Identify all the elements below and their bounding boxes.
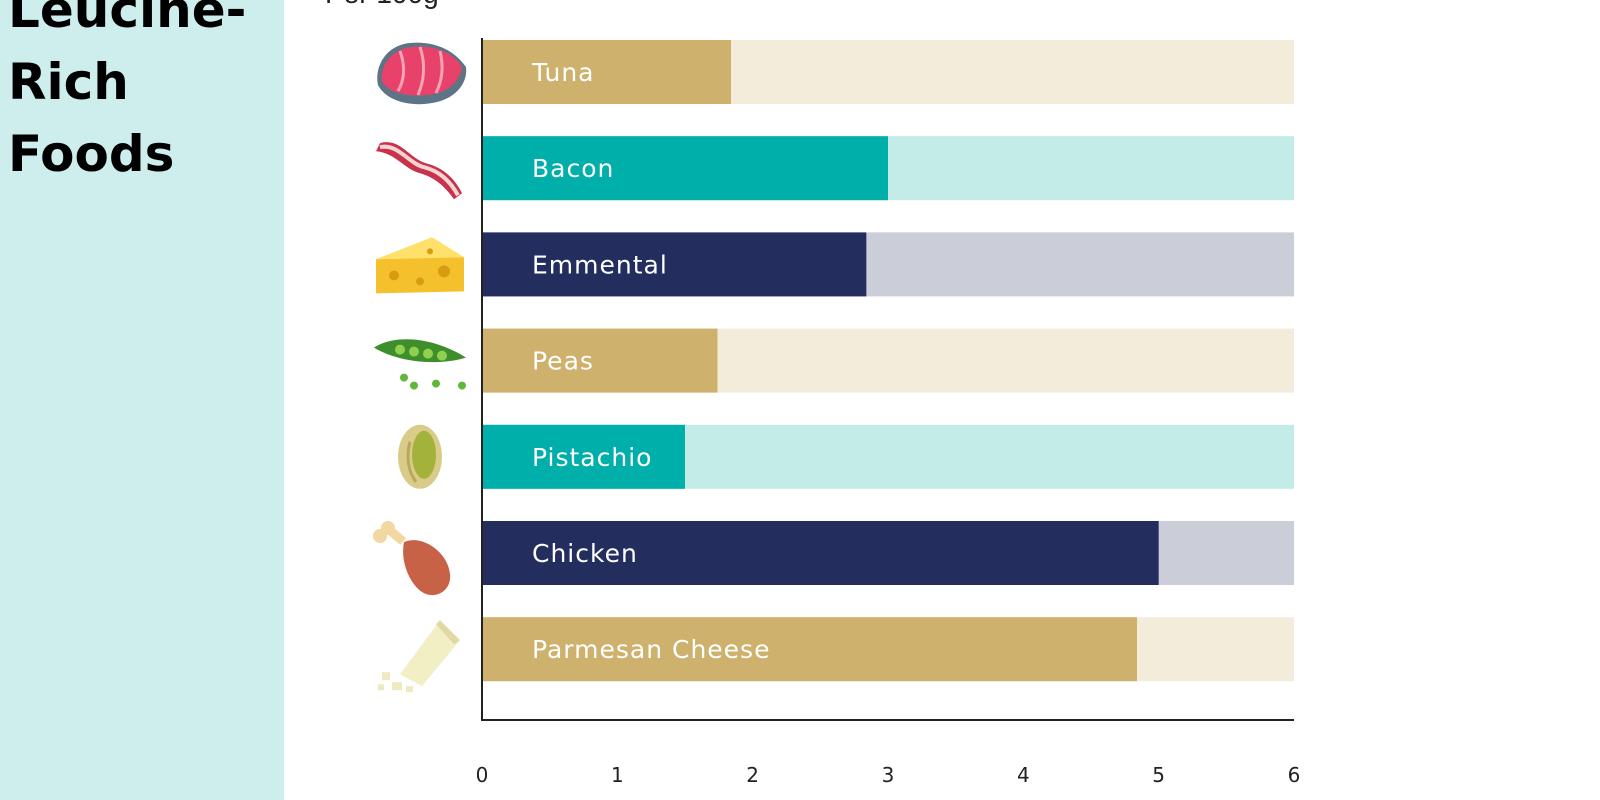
- bar-tuna: [482, 40, 732, 104]
- cheese-wedge-icon: [376, 237, 464, 294]
- pistachio-icon: [396, 423, 444, 491]
- bar-emmental: [482, 232, 867, 297]
- bar-chicken: [482, 521, 1159, 585]
- chicken-drumstick-icon: [373, 521, 451, 596]
- bar-label-peas: Peas: [532, 347, 594, 376]
- bar-bacon: [482, 136, 888, 201]
- x-tick-label-4: 4: [1017, 763, 1030, 787]
- chart-subtitle: Per 100g: [325, 0, 439, 10]
- parmesan-wedge-icon: [378, 620, 460, 693]
- bar-label-bacon: Bacon: [532, 154, 614, 183]
- bar-pistachio: [482, 424, 685, 489]
- bar-label-emmental: Emmental: [532, 250, 668, 279]
- bacon-icon: [376, 142, 462, 199]
- bar-peas: [482, 328, 718, 393]
- side-title: Leucine- Rich Foods: [8, 0, 246, 190]
- bar-label-parmesan-cheese: Parmesan Cheese: [532, 635, 770, 664]
- side-panel: Leucine- Rich Foods: [0, 0, 284, 800]
- bar-label-tuna: Tuna: [531, 58, 594, 87]
- x-tick-label-1: 1: [611, 763, 624, 787]
- tuna-steak-icon: [375, 41, 468, 106]
- x-tick-label-6: 6: [1288, 763, 1301, 787]
- pea-pod-icon: [374, 339, 466, 390]
- title-line-2: Rich: [8, 53, 129, 111]
- x-tick-label-3: 3: [882, 763, 895, 787]
- title-line-1: Leucine-: [8, 0, 247, 39]
- x-tick-label-2: 2: [746, 763, 759, 787]
- bar-label-chicken: Chicken: [532, 539, 638, 568]
- x-tick-label-5: 5: [1152, 763, 1165, 787]
- title-line-3: Foods: [8, 125, 175, 183]
- bar-label-pistachio: Pistachio: [532, 443, 652, 472]
- x-tick-label-0: 0: [476, 763, 489, 787]
- bar-parmesan-cheese: [482, 617, 1138, 682]
